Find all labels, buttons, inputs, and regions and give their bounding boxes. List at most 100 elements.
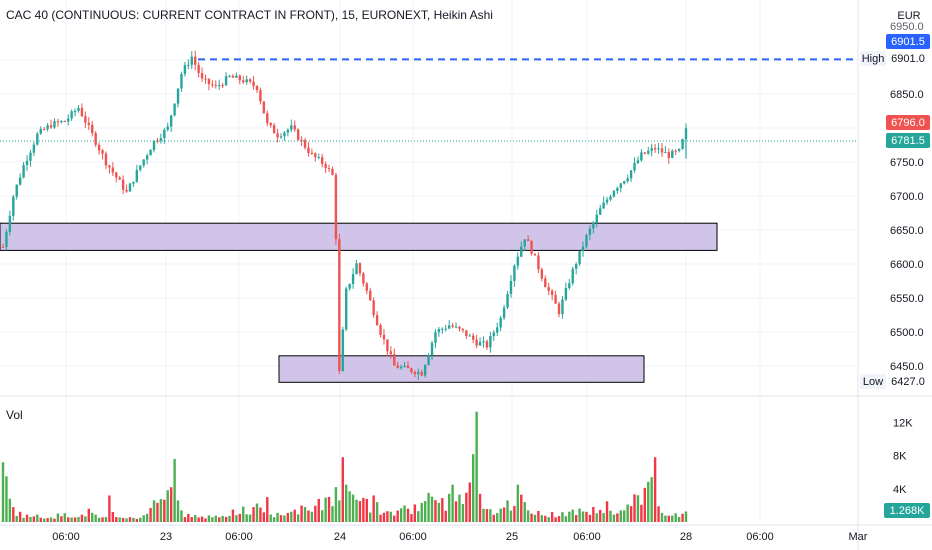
volume-bar [190,517,193,522]
candle-body [248,79,252,82]
volume-bar [200,516,204,522]
volume-bar [578,508,581,522]
volume-bar [104,517,108,522]
volume-bar [509,510,513,522]
volume-bar [221,515,224,522]
volume-bar [204,518,207,522]
volume-bar [276,512,279,522]
volume-bar [145,513,149,522]
candle-body [358,263,362,274]
candle-body [39,128,42,134]
volume-bar [568,511,571,522]
volume-bar [238,513,242,522]
candle-body [183,65,187,75]
candle-body [128,183,132,192]
candle-body [15,184,18,197]
volume-bar [327,496,331,522]
candle-body [585,235,588,247]
candle-body [386,339,389,352]
volume-bar [115,517,118,522]
candle-body [544,278,547,288]
candle-body [108,165,111,168]
candle-body [399,366,403,369]
candle-body [526,239,530,242]
candle-body [200,73,204,79]
candle-body [420,371,423,376]
volume-bar [557,516,561,522]
volume-bar [647,481,650,522]
candle-body [533,253,537,256]
candle-body [317,157,320,159]
volume-bar [355,499,358,522]
candle-body [468,335,471,337]
candle-body [118,177,121,180]
volume-bar [183,517,187,522]
candle-body [255,86,259,91]
volume-bar [56,513,60,522]
candle-body [554,294,557,304]
volume-bar [248,514,252,522]
volume-bar [228,515,231,522]
time-tick-label: 24 [334,531,346,543]
volume-bar [70,517,73,522]
candle-body [403,365,406,367]
volume-bar [526,510,530,522]
volume-bar [544,515,547,522]
candle-body [25,160,29,165]
volume-bar [77,516,80,522]
volume-bar [386,511,389,522]
volume-bar [619,510,622,522]
candle-body [650,148,653,151]
volume-bar [444,510,447,522]
prev-price-tag-bg [886,133,930,148]
high-marker-tag-bg [886,34,930,49]
candle-body [430,342,434,356]
candle-body [674,150,677,152]
candle-body [121,179,125,190]
candle-body [190,56,193,65]
volume-bar [111,512,115,522]
volume-bar [520,494,523,522]
candle-body [372,300,375,315]
candle-body [447,325,451,329]
volume-bar [194,515,197,522]
volume-bar [564,516,568,522]
volume-bar [25,514,29,522]
candle-body [458,326,461,329]
support-resistance-zones [0,222,718,383]
candle-body [139,165,142,170]
candle-body [537,255,540,270]
candle-body [451,325,454,327]
candle-body [540,269,544,279]
candle-body [221,85,224,87]
candle-body [564,288,568,300]
volume-bar [36,514,39,522]
candle-body [547,287,550,291]
candle-body [314,153,317,158]
volume-bar [67,517,70,522]
currency-label[interactable]: EUR [897,10,921,22]
volume-value-tag-bg [884,503,930,518]
volume-bar [369,512,372,522]
volume-bar [571,509,574,522]
candle-body [502,307,506,318]
candle-body [609,196,612,200]
volume-bar [499,508,502,522]
overlays [0,58,858,142]
candle-body [259,90,262,102]
volume-bar [636,495,640,522]
volume-bar [63,513,66,522]
volume-bar [29,516,32,522]
high-label-tag: High [862,53,885,65]
volume-bar [60,516,63,522]
volume-bar [660,512,664,522]
volume-bar [118,517,121,522]
volume-bar [605,501,609,522]
volume-bar [389,511,393,522]
candle-body [111,167,115,173]
volume-bar [609,510,612,522]
candle-body [441,328,444,330]
volume-bar [513,505,516,522]
volume-bar [283,515,286,522]
volume-bar [379,514,382,522]
